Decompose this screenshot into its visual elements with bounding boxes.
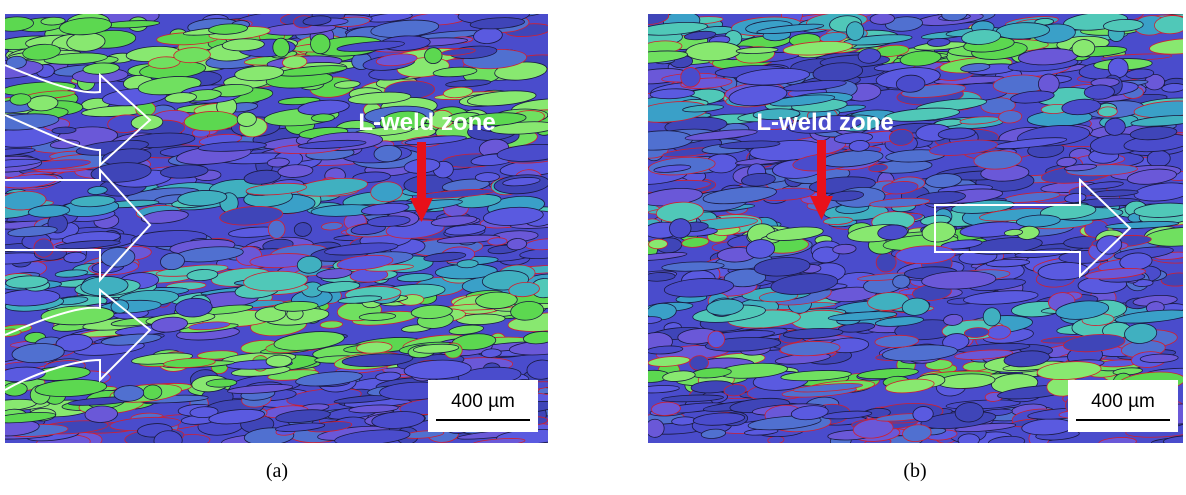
grain (424, 47, 442, 64)
scale-bar: 400 µm (428, 380, 538, 432)
grain (846, 21, 864, 40)
scale-label: 400 µm (451, 391, 515, 412)
zone-label: L-weld zone (358, 109, 495, 136)
grain (680, 67, 700, 87)
grain (648, 239, 667, 249)
caption: (b) (903, 460, 926, 482)
grain (645, 419, 664, 438)
grain (707, 331, 725, 348)
figure: L-weld zone L-weld zone 400 µm 400 µm (a… (0, 0, 1186, 495)
scale-label: 400 µm (1091, 391, 1155, 412)
caption: (a) (266, 460, 288, 482)
scale-bar: 400 µm (1068, 380, 1178, 432)
grain (983, 307, 1001, 326)
grain (237, 112, 257, 127)
zone-label: L-weld zone (756, 109, 893, 136)
